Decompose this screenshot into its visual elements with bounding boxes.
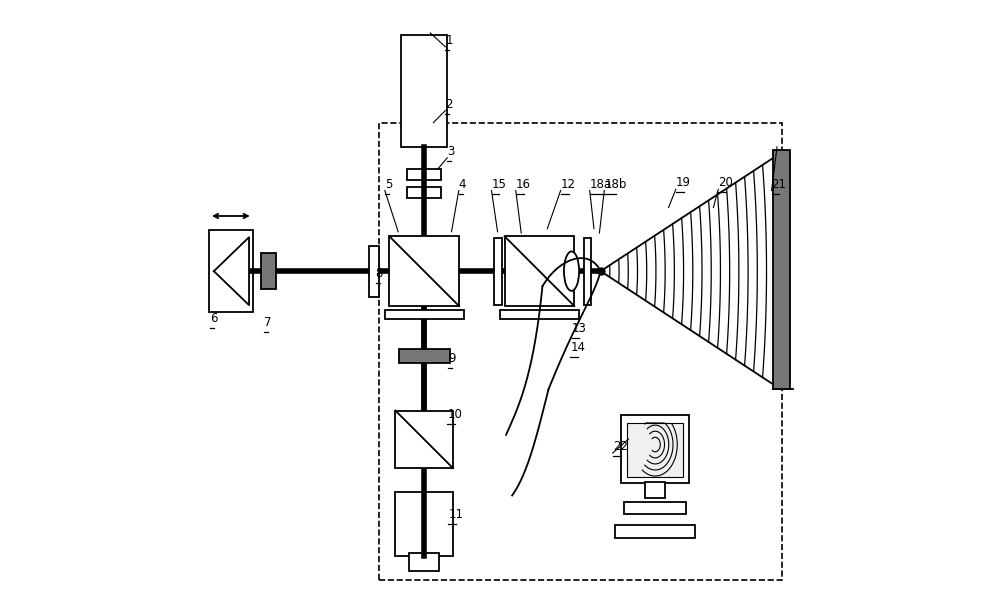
Text: 7: 7 <box>264 315 271 329</box>
Bar <box>369 245 379 297</box>
Text: 20: 20 <box>718 177 733 189</box>
Text: 18a: 18a <box>590 178 612 191</box>
Bar <box>379 122 782 580</box>
Bar <box>500 309 579 319</box>
Text: 8: 8 <box>376 267 383 280</box>
Bar <box>584 238 591 304</box>
Bar <box>494 238 502 304</box>
Text: 10: 10 <box>447 408 462 421</box>
Text: 21: 21 <box>772 178 787 191</box>
Bar <box>645 482 665 499</box>
Text: 16: 16 <box>516 178 531 191</box>
Bar <box>395 493 453 556</box>
Bar <box>409 553 439 571</box>
Bar <box>615 524 695 538</box>
Polygon shape <box>214 238 249 305</box>
Text: 13: 13 <box>572 322 586 335</box>
Text: 18b: 18b <box>604 178 627 191</box>
Text: 11: 11 <box>448 508 463 521</box>
Text: 6: 6 <box>210 312 218 325</box>
Text: 5: 5 <box>385 178 392 191</box>
Bar <box>505 236 574 306</box>
Bar <box>407 169 441 180</box>
Bar <box>624 502 686 513</box>
Bar <box>401 35 447 147</box>
Bar <box>407 188 441 199</box>
Text: 19: 19 <box>676 177 691 189</box>
Ellipse shape <box>564 252 579 291</box>
Bar <box>261 253 276 289</box>
Bar <box>389 236 459 306</box>
Text: 2: 2 <box>445 97 453 110</box>
Text: 3: 3 <box>447 145 455 158</box>
Bar <box>773 150 790 389</box>
Bar <box>209 230 253 312</box>
Text: 15: 15 <box>492 178 506 191</box>
Text: 4: 4 <box>459 178 466 191</box>
Text: 22: 22 <box>613 440 628 453</box>
Bar <box>385 309 464 319</box>
Bar <box>399 349 450 364</box>
Bar <box>627 423 683 477</box>
Text: 9: 9 <box>448 352 456 365</box>
Text: 12: 12 <box>561 178 576 191</box>
Bar <box>621 415 689 484</box>
Text: 1: 1 <box>445 34 453 47</box>
Text: 14: 14 <box>570 341 585 354</box>
Bar <box>395 410 453 468</box>
